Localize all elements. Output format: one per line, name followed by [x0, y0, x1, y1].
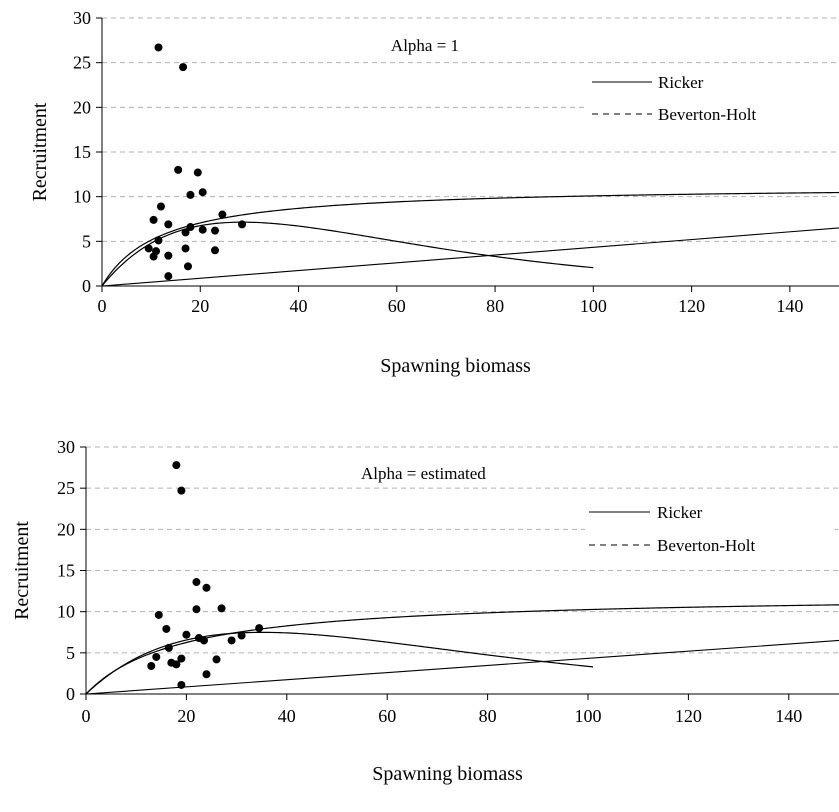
data-point — [177, 654, 186, 663]
x-axis-label: Spawning biomass — [372, 763, 523, 785]
data-point — [181, 244, 190, 253]
y-tick-label: 5 — [66, 643, 75, 663]
plot-area — [86, 604, 839, 694]
data-point — [199, 636, 208, 645]
data-point — [217, 604, 226, 613]
legend-label-ricker: Ricker — [657, 503, 703, 522]
x-tick-label: 120 — [675, 706, 702, 726]
data-point — [144, 244, 153, 253]
data-point — [172, 461, 181, 470]
x-tick-label: 20 — [177, 706, 195, 726]
x-tick-label: 80 — [479, 706, 497, 726]
x-tick-label: 40 — [290, 296, 308, 316]
data-point — [164, 272, 173, 281]
data-point — [164, 643, 173, 652]
legend-label-ricker: Ricker — [658, 73, 704, 92]
chart-panel-2: Alpha = estimated Ricker Beverton-Holt 0 5 10… — [11, 437, 839, 785]
x-tick-label: 60 — [388, 296, 406, 316]
data-point — [218, 210, 227, 219]
y-tick-label: 15 — [73, 142, 91, 162]
alpha-annotation: Alpha = 1 — [391, 36, 459, 55]
data-point — [154, 236, 163, 245]
data-point — [237, 631, 246, 640]
y-tick-label: 10 — [73, 187, 91, 207]
data-point — [152, 652, 161, 661]
x-tick-label: 80 — [486, 296, 504, 316]
data-point — [211, 246, 220, 255]
data-point — [198, 188, 207, 197]
legend-background — [585, 498, 835, 559]
data-point — [227, 636, 236, 645]
beverton-holt-curve — [102, 191, 839, 286]
y-axis-label: Recruitment — [29, 102, 51, 201]
data-point — [186, 190, 195, 199]
legend-label-beverton-holt: Beverton-Holt — [658, 105, 756, 124]
x-tick-label: 140 — [775, 706, 802, 726]
data-point — [193, 168, 202, 177]
data-point — [192, 605, 201, 614]
data-point — [174, 165, 183, 174]
y-tick-label: 10 — [57, 602, 75, 622]
replacement-line — [102, 227, 839, 286]
y-tick-label: 5 — [82, 231, 91, 251]
data-point — [211, 226, 220, 235]
data-point — [181, 228, 190, 237]
data-point — [198, 225, 207, 234]
data-point — [183, 262, 192, 271]
data-point — [156, 202, 165, 211]
data-point — [162, 624, 171, 633]
data-point — [147, 662, 156, 671]
x-tick-label: 100 — [580, 296, 607, 316]
data-point — [186, 223, 195, 232]
data-point — [149, 215, 158, 224]
legend-label-beverton-holt: Beverton-Holt — [657, 536, 755, 555]
data-point — [192, 578, 201, 587]
y-tick-label: 30 — [73, 8, 91, 28]
ricker-curve — [102, 221, 594, 286]
x-tick-label: 0 — [98, 296, 107, 316]
y-tick-label: 20 — [57, 519, 75, 539]
y-tick-label: 0 — [66, 684, 75, 704]
data-point — [238, 220, 247, 229]
x-tick-label: 20 — [191, 296, 209, 316]
y-tick-label: 20 — [73, 97, 91, 117]
chart-panel-1: Alpha = 1 Ricker Beverton-Holt 0 5 10 15 20 25 30… — [29, 8, 839, 377]
data-point — [177, 486, 186, 495]
data-point — [149, 252, 158, 261]
data-point — [212, 655, 221, 664]
data-point — [255, 624, 264, 633]
data-point — [202, 583, 211, 592]
data-point — [172, 660, 181, 669]
x-tick-label: 60 — [378, 706, 396, 726]
legend-background — [588, 68, 838, 128]
data-point — [164, 220, 173, 229]
ricker-curve — [86, 631, 594, 694]
x-axis-label: Spawning biomass — [380, 355, 531, 377]
y-tick-label: 30 — [57, 437, 75, 457]
data-point — [154, 610, 163, 619]
data-point — [182, 630, 191, 639]
x-tick-label: 0 — [82, 706, 91, 726]
y-tick-label: 15 — [57, 561, 75, 581]
y-tick-label: 25 — [73, 53, 91, 73]
y-tick-label: 0 — [82, 276, 91, 296]
replacement-line — [86, 639, 839, 694]
data-point — [164, 251, 173, 260]
data-point — [202, 670, 211, 679]
alpha-annotation: Alpha = estimated — [361, 464, 486, 483]
y-axis-label: Recruitment — [11, 521, 33, 620]
data-point — [177, 680, 186, 689]
data-point — [154, 43, 163, 52]
x-tick-label: 100 — [575, 706, 602, 726]
data-point — [179, 63, 188, 72]
y-tick-label: 25 — [57, 478, 75, 498]
plot-area — [102, 191, 839, 286]
x-tick-label: 120 — [678, 296, 705, 316]
beverton-holt-curve — [86, 604, 839, 694]
x-tick-label: 40 — [278, 706, 296, 726]
x-tick-label: 140 — [776, 296, 803, 316]
